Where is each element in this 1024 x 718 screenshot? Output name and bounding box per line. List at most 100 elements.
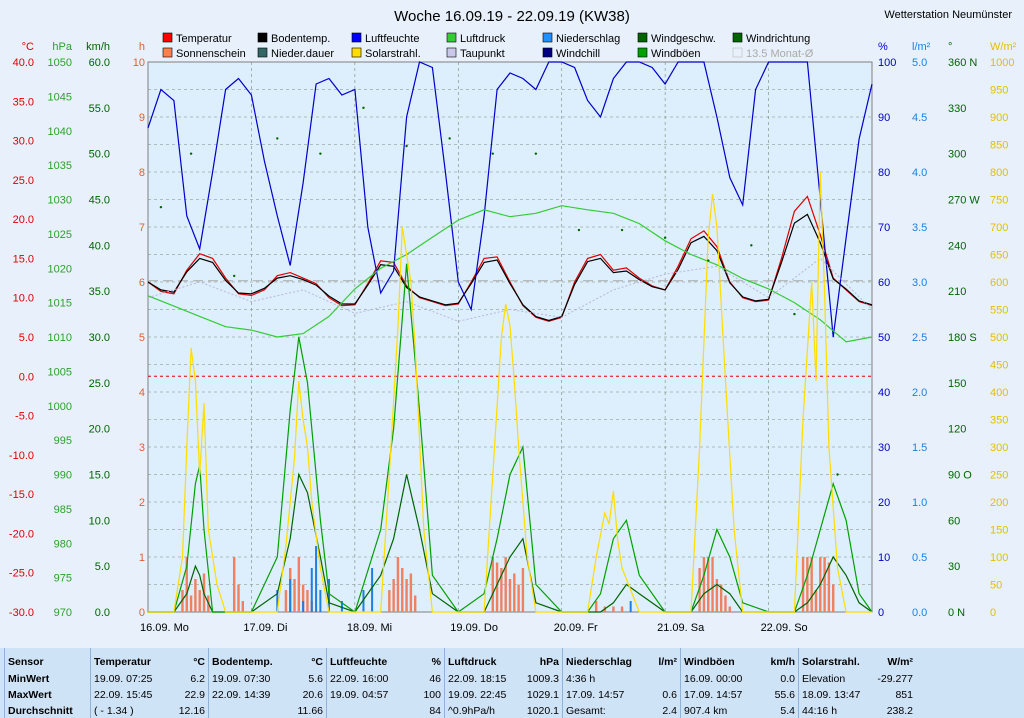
wind-direction-point bbox=[707, 259, 710, 262]
legend-swatch bbox=[446, 32, 457, 43]
axis-tick-pressure: 985 bbox=[54, 504, 72, 516]
sunshine-bar bbox=[237, 584, 240, 612]
table-cell-value: 1020.1 bbox=[526, 705, 559, 717]
wind-direction-point bbox=[577, 228, 581, 232]
axis-tick-solar: 850 bbox=[990, 140, 1008, 152]
axis-tick-rain: 3.5 bbox=[912, 222, 927, 234]
day-labels: 16.09. Mo 17.09. Di 18.09. Mi 19.09. Do 20.0… bbox=[140, 622, 808, 634]
axis-tick-solar: 200 bbox=[990, 497, 1008, 509]
table-cell-value: 55.6 bbox=[774, 689, 795, 701]
table-header: Luftdruck bbox=[448, 656, 497, 668]
legend-label: Windböen bbox=[651, 48, 701, 60]
wind-direction-point bbox=[836, 473, 839, 476]
axis-tick-rain: 4.0 bbox=[912, 167, 927, 179]
axes: 40.035.030.025.020.015.010.05.00.0-5.0-1… bbox=[9, 41, 1017, 619]
axis-tick-hours: 5 bbox=[139, 332, 145, 344]
sunshine-bar bbox=[508, 579, 512, 612]
axis-tick-solar: 150 bbox=[990, 525, 1008, 537]
table-header: Bodentemp. bbox=[212, 656, 273, 668]
table-cell-value: 22.9 bbox=[184, 689, 205, 701]
series-line-taupunkt bbox=[147, 257, 873, 322]
sunshine-bar bbox=[504, 557, 507, 612]
axis-tick-humidity: 80 bbox=[878, 167, 890, 179]
axis-tick-wind: 5.0 bbox=[95, 561, 110, 573]
legend-swatch bbox=[162, 47, 173, 58]
series-line-solarstrahl- bbox=[148, 171, 872, 613]
table-header: Solarstrahl. bbox=[802, 656, 860, 668]
axis-tick-wind: 55.0 bbox=[89, 103, 110, 115]
table-column: Bodentemp. °C 19.09. 07:30 5.6 22.09. 14:39 2… bbox=[208, 648, 327, 718]
wind-direction-point bbox=[793, 312, 796, 316]
axis-tick-temp: 25.0 bbox=[13, 175, 34, 187]
sunshine-bar bbox=[413, 595, 417, 612]
table-cell: 16.09. 00:00 bbox=[684, 673, 743, 685]
sunshine-bar bbox=[198, 590, 201, 612]
axis-tick-solar: 550 bbox=[990, 305, 1008, 317]
axis-tick-solar: 950 bbox=[990, 85, 1008, 97]
day-label: 16.09. Mo bbox=[140, 622, 189, 634]
axis-tick-pressure: 980 bbox=[54, 538, 72, 550]
axis-tick-pressure: 1005 bbox=[48, 366, 72, 378]
axis-tick-hours: 8 bbox=[139, 167, 145, 179]
rain-bar bbox=[340, 601, 343, 612]
axis-tick-direction: 150 bbox=[948, 378, 966, 390]
axis-tick-hours: 10 bbox=[133, 57, 145, 69]
table-cell-value: 100 bbox=[423, 689, 441, 701]
axis-unit-direction: ° bbox=[948, 41, 952, 53]
axis-tick-humidity: 0 bbox=[878, 607, 884, 619]
axis-tick-pressure: 1050 bbox=[48, 57, 72, 69]
axis-tick-direction: 180 S bbox=[948, 332, 977, 344]
table-cell: ( - 1.34 ) bbox=[94, 705, 134, 717]
series-line-luftfeuchte bbox=[147, 61, 873, 338]
table-cell: 19.09. 07:30 bbox=[212, 673, 271, 685]
legend-label: Niederschlag bbox=[556, 33, 620, 45]
axis-tick-direction: 60 bbox=[948, 515, 960, 527]
table-cell-value: 12.16 bbox=[178, 705, 205, 717]
legend-swatch bbox=[351, 47, 362, 58]
table-header: Temperatur bbox=[94, 656, 151, 668]
rain-bar bbox=[302, 601, 305, 612]
axis-tick-pressure: 970 bbox=[54, 607, 72, 619]
legend-label: 13.5 Monat-Ø bbox=[746, 48, 814, 60]
legend-swatch bbox=[637, 47, 648, 58]
axis-tick-rain: 1.0 bbox=[912, 497, 927, 509]
table-column: Windböen km/h 16.09. 00:00 0.0 17.09. 14:57 5… bbox=[680, 648, 799, 718]
axis-tick-solar: 100 bbox=[990, 552, 1008, 564]
axis-tick-pressure: 1040 bbox=[48, 126, 72, 138]
axis-unit-solar: W/m² bbox=[990, 41, 1017, 53]
axis-tick-solar: 500 bbox=[990, 332, 1008, 344]
axis-tick-solar: 600 bbox=[990, 277, 1008, 289]
rain-bar bbox=[289, 579, 292, 612]
axis-tick-solar: 50 bbox=[990, 580, 1002, 592]
table-column: Solarstrahl. W/m² Elevation -29.277 18.09. 1… bbox=[798, 648, 917, 718]
series-line-bodentemp- bbox=[147, 213, 873, 322]
sunshine-bar bbox=[284, 590, 288, 612]
table-unit: hPa bbox=[539, 656, 559, 668]
chart-title: Woche 16.09.19 - 22.09.19 (KW38) bbox=[394, 8, 630, 25]
table-cell-value: 5.6 bbox=[308, 673, 323, 685]
legend-label: Temperatur bbox=[176, 33, 232, 45]
legend-swatch bbox=[637, 32, 648, 43]
sunshine-bar bbox=[293, 579, 296, 612]
sunshine-bar bbox=[801, 557, 805, 612]
sunshine-bar bbox=[500, 568, 503, 612]
table-cell-value: 5.4 bbox=[780, 705, 795, 717]
sunshine-bar bbox=[189, 595, 193, 612]
table-cell: 907.4 km bbox=[684, 705, 728, 717]
wind-direction-point bbox=[663, 236, 667, 239]
sunshine-bar bbox=[728, 606, 731, 612]
sunshine-bar bbox=[396, 557, 400, 612]
axis-tick-rain: 1.5 bbox=[912, 442, 927, 454]
axis-tick-wind: 35.0 bbox=[89, 286, 110, 298]
wind-direction-point bbox=[491, 152, 494, 155]
axis-tick-temp: 10.0 bbox=[13, 293, 34, 305]
rain-bar bbox=[629, 601, 632, 612]
wind-direction-point bbox=[276, 137, 279, 140]
axis-unit-hours: h bbox=[139, 41, 145, 53]
axis-tick-wind: 10.0 bbox=[89, 515, 110, 527]
axis-tick-direction: 0 N bbox=[948, 607, 965, 619]
table-cell-value: 851 bbox=[895, 689, 913, 701]
wind-direction-point bbox=[448, 137, 451, 140]
axis-tick-hours: 4 bbox=[139, 387, 145, 399]
table-column: Luftfeuchte% 22.09. 16:00 46 19.09. 04:57 10… bbox=[326, 648, 445, 718]
